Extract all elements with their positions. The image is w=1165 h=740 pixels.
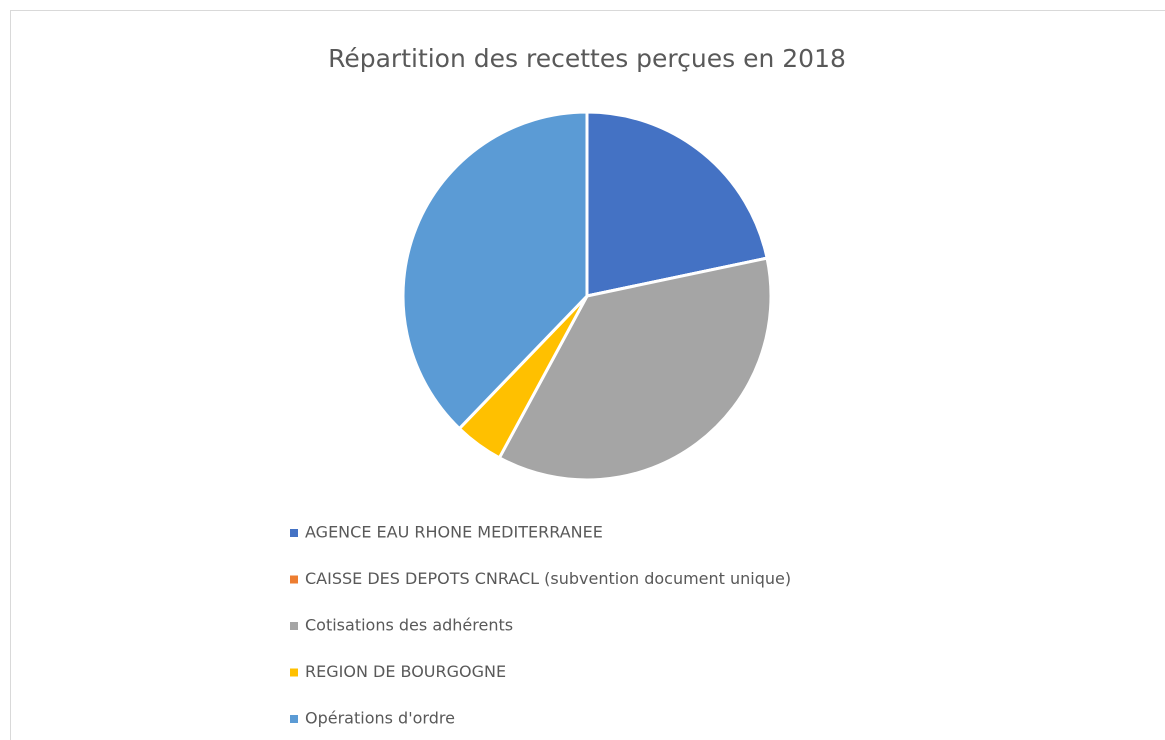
legend-label: REGION DE BOURGOGNE <box>305 662 506 681</box>
chart-title: Répartition des recettes perçues en 2018 <box>328 44 846 73</box>
pie-slice <box>401 110 589 431</box>
pie-slice <box>497 256 773 482</box>
legend-swatch <box>290 575 298 584</box>
legend-swatch <box>290 715 298 723</box>
legend-label: Opérations d'ordre <box>305 709 455 728</box>
legend-swatch <box>290 668 298 677</box>
legend-swatch <box>290 622 298 630</box>
legend-label: AGENCE EAU RHONE MEDITERRANEE <box>305 523 603 542</box>
legend-label: CAISSE DES DEPOTS CNRACL (subvention doc… <box>305 569 791 588</box>
legend-swatch <box>290 529 298 537</box>
legend-label: Cotisations des adhérents <box>305 616 513 635</box>
pie-slice <box>585 110 769 298</box>
